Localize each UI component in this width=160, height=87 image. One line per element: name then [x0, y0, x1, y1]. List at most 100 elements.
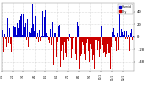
Bar [86, 37, 87, 43]
Bar [80, 37, 81, 40]
Bar [35, 16, 36, 37]
Bar [62, 37, 63, 46]
Bar [16, 29, 17, 37]
Bar [31, 28, 32, 37]
Bar [115, 37, 116, 45]
Bar [79, 37, 80, 48]
Bar [68, 37, 69, 56]
Bar [50, 29, 51, 37]
Bar [120, 36, 121, 37]
Bar [25, 23, 26, 37]
Bar [113, 28, 114, 37]
Bar [4, 37, 5, 42]
Bar [76, 37, 77, 59]
Bar [128, 35, 129, 37]
Bar [43, 23, 44, 37]
Bar [19, 20, 20, 37]
Legend: Humid, Dry: Humid, Dry [118, 4, 133, 14]
Bar [32, 37, 33, 38]
Bar [103, 37, 104, 49]
Bar [96, 37, 97, 40]
Bar [67, 37, 68, 53]
Bar [6, 37, 7, 47]
Bar [61, 37, 62, 51]
Bar [64, 29, 65, 37]
Bar [106, 37, 107, 54]
Bar [83, 31, 84, 37]
Bar [81, 37, 82, 54]
Bar [82, 37, 83, 42]
Bar [9, 28, 10, 37]
Bar [29, 31, 30, 37]
Bar [124, 31, 125, 37]
Bar [110, 37, 111, 69]
Bar [78, 26, 79, 37]
Bar [38, 37, 39, 42]
Bar [127, 10, 128, 37]
Bar [85, 37, 86, 60]
Bar [119, 20, 120, 37]
Bar [23, 14, 24, 37]
Bar [133, 36, 134, 37]
Bar [73, 37, 74, 38]
Bar [24, 17, 25, 37]
Bar [71, 37, 72, 69]
Bar [59, 37, 60, 50]
Bar [91, 32, 92, 37]
Bar [42, 11, 43, 37]
Bar [7, 18, 8, 37]
Bar [56, 34, 57, 37]
Bar [70, 37, 71, 38]
Bar [122, 32, 123, 37]
Bar [11, 37, 12, 52]
Bar [28, 7, 29, 37]
Bar [5, 37, 6, 39]
Bar [30, 33, 31, 37]
Bar [39, 30, 40, 37]
Bar [47, 25, 48, 37]
Bar [58, 26, 59, 37]
Bar [69, 34, 70, 37]
Bar [114, 35, 115, 37]
Bar [116, 37, 117, 51]
Bar [111, 23, 112, 37]
Bar [26, 37, 27, 40]
Bar [92, 34, 93, 37]
Bar [107, 37, 108, 58]
Bar [44, 37, 45, 45]
Bar [101, 26, 102, 37]
Bar [84, 37, 85, 67]
Bar [33, 24, 34, 37]
Bar [63, 33, 64, 37]
Bar [54, 33, 55, 37]
Bar [90, 37, 91, 44]
Bar [53, 37, 54, 65]
Bar [117, 33, 118, 37]
Bar [66, 37, 67, 57]
Bar [112, 32, 113, 37]
Bar [20, 37, 21, 41]
Bar [46, 33, 47, 37]
Bar [102, 37, 103, 45]
Bar [55, 16, 56, 37]
Bar [75, 34, 76, 37]
Bar [27, 19, 28, 37]
Bar [41, 36, 42, 37]
Bar [95, 37, 96, 59]
Bar [94, 37, 95, 69]
Bar [37, 33, 38, 37]
Bar [123, 35, 124, 37]
Bar [13, 26, 14, 37]
Bar [99, 37, 100, 67]
Bar [22, 35, 23, 37]
Bar [129, 37, 130, 51]
Bar [131, 19, 132, 37]
Bar [88, 37, 89, 63]
Bar [105, 37, 106, 57]
Bar [89, 37, 90, 62]
Bar [14, 27, 15, 37]
Bar [15, 27, 16, 37]
Bar [57, 37, 58, 42]
Bar [3, 37, 4, 52]
Bar [93, 37, 94, 55]
